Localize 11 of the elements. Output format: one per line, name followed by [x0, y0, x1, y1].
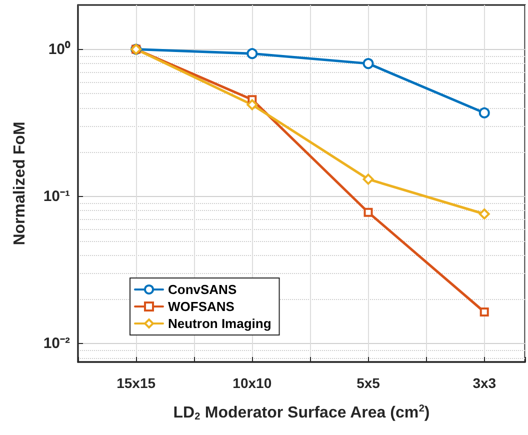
x-tick-label: 10x10: [232, 375, 272, 391]
x-tick-label: 3x3: [472, 375, 496, 391]
y-axis-title: Normalized FoM: [12, 122, 28, 246]
legend-label: ConvSANS: [168, 282, 237, 297]
y-tick-label: 10⁻²: [43, 335, 70, 352]
x-tick-label: 15x15: [116, 375, 156, 391]
legend-label: Neutron Imaging: [168, 316, 272, 331]
legend-label: WOFSANS: [168, 299, 235, 314]
x-tick-label: 5x5: [356, 375, 380, 391]
y-tick-label: 10⁻¹: [43, 188, 70, 205]
y-tick-label: 10⁰: [48, 40, 71, 58]
